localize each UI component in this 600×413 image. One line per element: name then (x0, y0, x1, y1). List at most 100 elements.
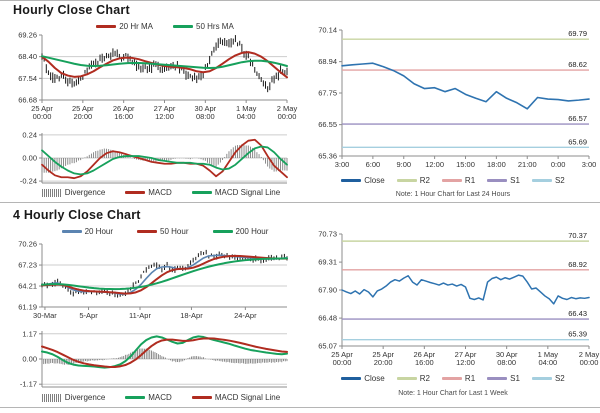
svg-text:5-Apr: 5-Apr (79, 311, 98, 320)
svg-text:70.73: 70.73 (318, 230, 337, 239)
1week-pivot-legend: Close R2 R1 S1 S2 (313, 374, 593, 383)
legend-item: 50 Hrs MA (173, 22, 234, 31)
svg-text:65.69: 65.69 (568, 137, 587, 146)
svg-text:30-Mar: 30-Mar (33, 311, 57, 320)
legend-label: R1 (464, 176, 476, 185)
svg-text:67.23: 67.23 (18, 261, 37, 270)
svg-text:18-Apr: 18-Apr (180, 311, 203, 320)
divider (0, 407, 600, 408)
svg-text:66.57: 66.57 (568, 114, 587, 123)
legend-label: MACD (148, 188, 172, 197)
svg-text:-0.24: -0.24 (20, 177, 37, 186)
legend-item: 50 Hour (137, 227, 189, 236)
divider (0, 0, 600, 1)
svg-text:68.40: 68.40 (18, 52, 37, 61)
svg-text:67.90: 67.90 (318, 286, 337, 295)
legend-label: MACD Signal Line (214, 188, 281, 197)
legend-item: S2 (531, 374, 565, 383)
line-swatch-icon (531, 179, 552, 182)
4hourly-ma-legend: 20 Hour 50 Hour 200 Hour (40, 227, 290, 236)
1week-chart-note: Note: 1 Hour Chart for Last 1 Week (398, 390, 508, 397)
4hourly-macd-legend: Divergence MACD MACD Signal Line (30, 393, 292, 402)
legend-item: R1 (441, 374, 476, 383)
bars-swatch-icon (41, 188, 62, 197)
svg-text:70.26: 70.26 (18, 240, 37, 249)
svg-text:3:00: 3:00 (335, 160, 350, 169)
legend-label: R2 (419, 176, 430, 185)
4hourly-chart-title: 4 Hourly Close Chart (13, 208, 141, 222)
svg-text:70.37: 70.37 (568, 231, 587, 240)
svg-text:66.55: 66.55 (318, 120, 337, 129)
legend-label: S1 (510, 176, 520, 185)
legend-item: S2 (531, 176, 565, 185)
svg-text:69.31: 69.31 (318, 258, 337, 267)
line-swatch-icon (441, 179, 462, 182)
legend-item: 200 Hour (212, 227, 268, 236)
legend-item: MACD (125, 188, 172, 197)
legend-item: MACD Signal Line (191, 188, 281, 197)
hourly-chart-title: Hourly Close Chart (13, 3, 130, 17)
legend-label: 20 Hr MA (119, 22, 153, 31)
line-swatch-icon (212, 230, 233, 233)
svg-text:3:00: 3:00 (582, 160, 597, 169)
bars-swatch-icon (41, 393, 62, 402)
legend-item: 20 Hour (61, 227, 114, 236)
svg-text:9:00: 9:00 (396, 160, 411, 169)
legend-label: MACD (148, 393, 172, 402)
svg-text:67.54: 67.54 (18, 74, 37, 83)
svg-text:15:00: 15:00 (456, 160, 475, 169)
line-swatch-icon (441, 377, 462, 380)
legend-label: Close (364, 176, 385, 185)
svg-text:24-Apr: 24-Apr (234, 311, 257, 320)
legend-item: MACD Signal Line (191, 393, 280, 402)
svg-text:69.26: 69.26 (18, 31, 37, 40)
svg-text:69.79: 69.79 (568, 29, 587, 38)
legend-label: 50 Hour (160, 227, 189, 236)
svg-text:61.19: 61.19 (18, 303, 37, 312)
legend-item: MACD (125, 393, 172, 402)
svg-text:66.48: 66.48 (318, 314, 337, 323)
line-swatch-icon (487, 377, 508, 380)
legend-label: 50 Hrs MA (196, 22, 234, 31)
svg-text:70.14: 70.14 (318, 26, 337, 35)
svg-text:0.00: 0.00 (22, 154, 37, 163)
legend-label: S1 (510, 374, 520, 383)
24h-chart-note: Note: 1 Hour Chart for Last 24 Hours (395, 191, 511, 198)
legend-label: R1 (464, 374, 476, 383)
legend-label: Close (364, 374, 385, 383)
line-swatch-icon (173, 25, 193, 28)
svg-text:68.94: 68.94 (318, 57, 337, 66)
svg-text:68.92: 68.92 (568, 260, 587, 269)
svg-text:65.39: 65.39 (568, 330, 587, 339)
line-swatch-icon (191, 396, 212, 399)
legend-label: 20 Hour (84, 227, 114, 236)
svg-text:0.24: 0.24 (22, 130, 37, 139)
legend-item: R2 (396, 176, 430, 185)
divider (0, 202, 600, 203)
svg-text:65.36: 65.36 (318, 152, 337, 161)
legend-item: R1 (441, 176, 476, 185)
legend-label: Divergence (64, 188, 106, 197)
svg-text:64.21: 64.21 (18, 282, 37, 291)
svg-text:66.68: 66.68 (18, 96, 37, 105)
svg-text:65.07: 65.07 (318, 342, 337, 351)
hourly-ma-legend: 20 Hr MA 50 Hrs MA (40, 22, 290, 31)
legend-label: S2 (554, 176, 565, 185)
svg-text:6:00: 6:00 (366, 160, 381, 169)
line-swatch-icon (487, 179, 508, 182)
svg-text:68.62: 68.62 (568, 60, 587, 69)
4hourly-macd-chart: 1.17 0.00 -1.17 (20, 329, 288, 389)
legend-item: Divergence (41, 188, 106, 197)
line-swatch-icon (96, 25, 117, 28)
